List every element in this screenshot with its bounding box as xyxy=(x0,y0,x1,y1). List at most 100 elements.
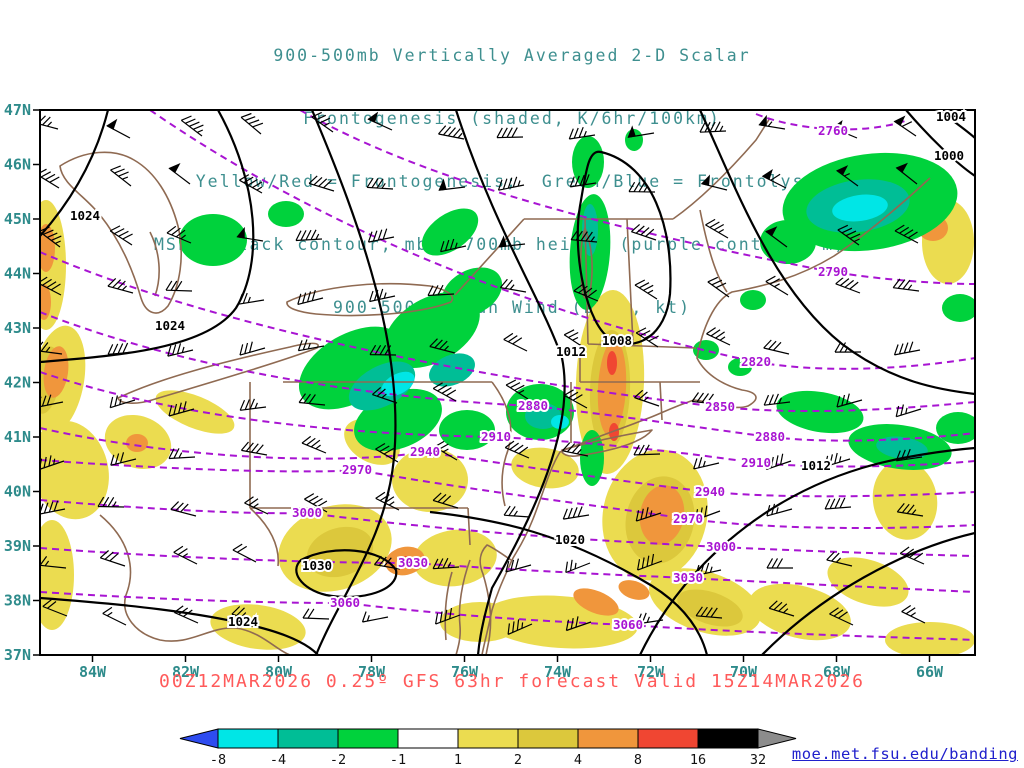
wind-barb xyxy=(237,292,265,305)
wind-barb xyxy=(505,379,529,400)
wind-barb-pennant xyxy=(836,165,849,176)
colorbar-segment xyxy=(397,728,459,749)
wind-barb xyxy=(180,115,204,137)
height-contour-label: 2940 xyxy=(695,484,725,499)
shaded-region xyxy=(832,194,888,222)
wind-barb xyxy=(504,440,530,459)
shaded-region xyxy=(306,526,374,578)
banding-link[interactable]: moe.met.fsu.edu/banding xyxy=(791,745,1018,763)
title-line: Frontogenesis (shaded, K/6hr/100km) xyxy=(303,109,721,128)
wind-barb xyxy=(429,338,456,354)
lon-label: 84W xyxy=(79,663,107,681)
height-contour xyxy=(40,427,975,498)
height-contour-label: 2790 xyxy=(818,264,848,279)
wind-barb xyxy=(173,605,199,624)
geo-border xyxy=(99,117,771,655)
wind-barb xyxy=(42,599,68,617)
mslp-contour-label: 1000 xyxy=(934,148,964,163)
mslp-contour xyxy=(295,549,398,599)
shaded-region xyxy=(179,214,247,266)
wind-barb xyxy=(434,440,458,461)
mslp-contour-label: 1024 xyxy=(155,318,185,333)
wind-barb xyxy=(40,114,59,130)
mslp-contour xyxy=(429,510,709,655)
lat-label: 43N xyxy=(4,319,31,337)
wind-barb xyxy=(693,457,720,470)
mslp-contour xyxy=(639,446,975,655)
wind-barb xyxy=(99,550,126,567)
wind-barb xyxy=(497,176,525,191)
wind-barb xyxy=(375,442,399,463)
shaded-region xyxy=(441,267,503,317)
shaded-region xyxy=(381,194,888,429)
wind-barb xyxy=(563,389,588,409)
mslp-contour-label: 1024 xyxy=(228,614,258,629)
colorbar-tick-label: -8 xyxy=(210,752,226,768)
lat-label: 41N xyxy=(4,428,31,446)
wind-barb xyxy=(240,112,264,135)
wind-barb xyxy=(637,553,663,571)
height-contour xyxy=(755,113,909,131)
height-contour-label: 3060 xyxy=(330,595,360,610)
mslp-contour-label: 1024 xyxy=(70,208,100,223)
geo-border xyxy=(286,282,454,317)
wind-barb xyxy=(239,341,266,356)
shaded-region xyxy=(740,290,766,310)
height-contour-label: 3000 xyxy=(706,539,736,554)
wind-barb xyxy=(239,174,263,194)
shaded-region xyxy=(597,340,627,436)
lon-label: 78W xyxy=(358,663,386,681)
wind-barb xyxy=(301,435,327,454)
colorbar-segment xyxy=(457,728,519,749)
shaded-region xyxy=(381,371,415,397)
wind-barb xyxy=(695,505,721,521)
mslp-contour xyxy=(576,150,672,345)
wind-barb xyxy=(634,389,660,407)
wind-barb xyxy=(375,491,400,511)
height-contour-label: 2880 xyxy=(518,398,548,413)
wind-barb xyxy=(432,382,457,402)
height-contour-label: 2760 xyxy=(818,123,848,138)
colorbar-tick-label: -4 xyxy=(270,752,286,768)
lon-label: 80W xyxy=(265,663,293,681)
wind-barb xyxy=(568,126,596,140)
wind-barb xyxy=(503,505,531,518)
mslp-contour xyxy=(761,531,975,655)
wind-barb xyxy=(765,453,792,470)
lon-label: 70W xyxy=(730,663,758,681)
wind-barb xyxy=(834,342,862,353)
shaded-region xyxy=(776,390,864,434)
wind-barb xyxy=(304,493,328,513)
wind-barb xyxy=(695,606,723,619)
height-contour xyxy=(40,459,975,530)
wind-barb xyxy=(503,332,528,352)
wind-barb-pennant xyxy=(236,226,245,239)
height-contour-label: 3030 xyxy=(398,555,428,570)
title-line: 900-500mb Vertically Averaged 2-D Scalar xyxy=(273,46,751,65)
wind-barb xyxy=(829,607,854,626)
wind-barb xyxy=(706,327,731,346)
wind-barb xyxy=(373,555,401,570)
wind-barb xyxy=(901,605,926,624)
wind-barb xyxy=(899,546,925,565)
mslp-contour-label: 1030 xyxy=(302,558,332,573)
wind-barb xyxy=(837,224,861,246)
geo-border xyxy=(117,342,319,404)
wind-barb xyxy=(231,606,258,622)
shaded-region xyxy=(876,436,928,460)
shaded-region xyxy=(268,201,304,227)
wind-barb xyxy=(633,444,661,456)
shaded-region xyxy=(942,294,975,322)
height-contour-label: 2880 xyxy=(755,429,785,444)
height-contour xyxy=(299,110,975,285)
mslp-contour xyxy=(40,110,110,237)
wind-barb xyxy=(505,558,532,573)
geo-border xyxy=(444,544,512,655)
colorbar-segment xyxy=(217,728,279,749)
wind-barb xyxy=(240,441,268,456)
wind-barb xyxy=(302,608,330,620)
wind-barb xyxy=(895,404,922,418)
height-contour-label: 2910 xyxy=(741,455,771,470)
wind-barb xyxy=(563,329,587,350)
